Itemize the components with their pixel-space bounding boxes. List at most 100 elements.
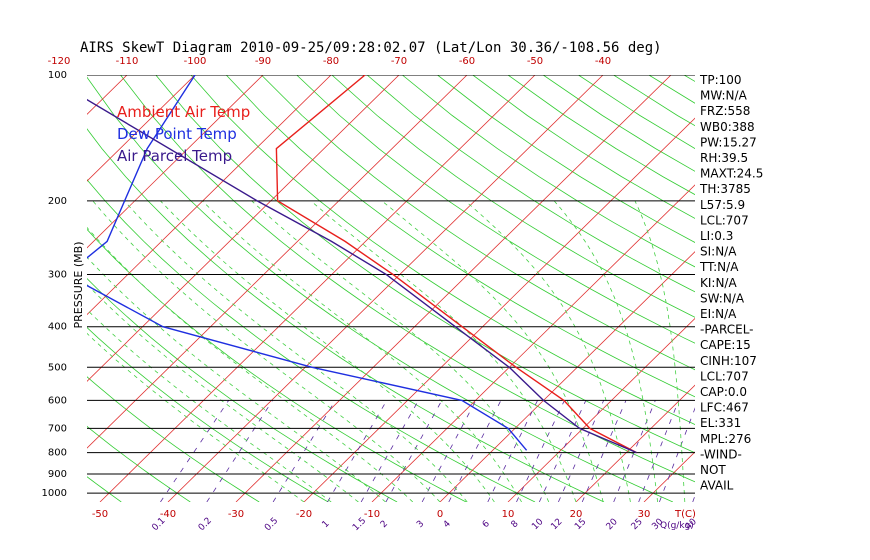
isotherm-line [575, 384, 695, 502]
moist-adiabats [87, 200, 686, 502]
mixing-ratio-tick-label: 0.5 [263, 516, 280, 533]
pressure-tick-label: 800 [48, 448, 67, 459]
mixing-ratio-tick-label: 0.2 [197, 516, 214, 533]
pressure-tick-label: 1000 [42, 488, 67, 499]
index-entry: -PARCEL- [700, 323, 754, 337]
pressure-tick-label: 900 [48, 469, 67, 480]
isotherm-line [87, 75, 468, 449]
isotherm-line [235, 75, 672, 502]
dry-adiabat-line [120, 75, 695, 483]
dry-adiabat-line [225, 75, 695, 398]
pressure-tick-label: 600 [48, 395, 67, 406]
isotherm-line [643, 451, 695, 502]
mixing-ratio-line [272, 400, 336, 502]
bottom-axis-tick-label: -20 [296, 509, 312, 520]
bottom-axis-tick-label: 20 [570, 509, 583, 520]
dry-adiabat-line [87, 326, 329, 502]
moist-adiabat-line [92, 200, 441, 502]
index-entry: CAPE:15 [700, 338, 751, 352]
top-axis-tick-label: -40 [595, 56, 611, 67]
isotherm-line [371, 184, 695, 502]
index-entry: LFC:467 [700, 401, 749, 415]
bottom-temperature-axis: -50 -40 -30 -20 -10 0 10 20 30 [92, 509, 651, 520]
mixing-ratio-line [327, 400, 388, 502]
isobars [87, 75, 695, 494]
moist-adiabat-line [87, 284, 359, 502]
legend: Ambient Air Temp Dew Point Temp Air Parcel… [117, 103, 250, 165]
bottom-axis-unit: T(C) [674, 509, 696, 520]
data-series [87, 75, 637, 454]
index-entry: AVAIL [700, 479, 734, 493]
dew-point-temp-line [87, 75, 528, 451]
index-entry: SW:N/A [700, 291, 745, 305]
mixing-ratio-tick-label: 20 [605, 517, 620, 532]
top-axis-tick-label: -50 [527, 56, 543, 67]
legend-entry: Air Parcel Temp [117, 147, 232, 165]
moist-adiabat-line [87, 256, 386, 502]
index-entry: NOT [700, 463, 726, 477]
moist-adiabat-line [381, 200, 604, 502]
mixing-ratio-tick-label: 3 [415, 519, 426, 530]
dry-adiabat-line [87, 425, 191, 502]
moist-adiabat-line [202, 200, 522, 502]
pressure-tick-label: 400 [48, 322, 67, 333]
mixing-ratio-line [421, 400, 477, 502]
index-entry: MW:N/A [700, 89, 748, 103]
index-entry: -WIND- [700, 447, 742, 461]
isotherm-line [87, 75, 128, 115]
plot-area [0, 75, 870, 502]
dry-adiabat-line [0, 75, 52, 502]
index-entry: MPL:276 [700, 432, 751, 446]
dry-adiabat-line [87, 179, 536, 502]
bottom-axis-tick-label: 0 [437, 509, 443, 520]
bottom-axis-tick-label: -50 [92, 509, 108, 520]
index-entry: EL:331 [700, 416, 741, 430]
index-entry: TP:100 [699, 73, 742, 87]
index-entry: WB0:388 [700, 120, 755, 134]
top-axis-tick-label: -80 [323, 56, 339, 67]
pressure-axis: 100 200 300 400 500 600 700 800 900 1000 [42, 70, 67, 499]
index-entry: TH:3785 [699, 182, 751, 196]
mixing-ratio-tick-label: 4 [442, 519, 453, 530]
isotherm-line [439, 251, 695, 502]
top-axis-tick-label: -60 [459, 56, 475, 67]
isotherm-line [87, 75, 332, 316]
isotherm-line [303, 117, 695, 502]
top-axis-tick-label: -70 [391, 56, 407, 67]
mixing-ratio-line [160, 400, 230, 502]
index-entry: RH:39.5 [700, 151, 748, 165]
moist-adiabat-line [87, 332, 305, 502]
moist-adiabat-line [553, 200, 658, 502]
index-entry: LCL:707 [700, 369, 749, 383]
top-temperature-axis: -120 -110 -100 -90 -80 -70 -60 -50 -40 [48, 56, 612, 67]
dry-adiabat-line [472, 75, 695, 219]
bottom-axis-tick-label: 10 [502, 509, 515, 520]
dry-adiabat-line [366, 75, 695, 293]
pressure-tick-label: 700 [48, 423, 67, 434]
dry-adiabat-line [402, 75, 695, 268]
index-entry: CINH:107 [700, 354, 757, 368]
mixing-ratio-line [581, 400, 627, 502]
pressure-tick-label: 500 [48, 362, 67, 373]
isotherm-line [99, 75, 536, 502]
legend-entry: Dew Point Temp [117, 125, 237, 143]
isotherm-line [848, 75, 870, 502]
mixing-ratio-line [360, 400, 419, 502]
moist-adiabat-line [160, 200, 495, 502]
dry-adiabat-line [87, 76, 674, 502]
index-entry: L57:5.9 [700, 198, 745, 212]
dry-adiabat-line [261, 75, 695, 371]
y-axis-label: PRESSURE (MB) [72, 242, 85, 329]
dry-adiabat-line [87, 128, 605, 502]
mixing-ratio-tick-label: 10 [530, 517, 545, 532]
dry-adiabats [0, 75, 695, 502]
index-entry: CAP:0.0 [700, 385, 747, 399]
mixing-ratio-tick-label: 6 [481, 519, 492, 530]
dry-adiabat-line [87, 476, 122, 502]
pressure-tick-label: 100 [48, 70, 67, 81]
isotherms [87, 75, 870, 502]
mixing-ratio-line [516, 400, 565, 502]
mixing-ratio-unit: Q(g/kg) [660, 521, 694, 531]
isotherm-line [87, 75, 196, 182]
index-entry: LI:0.3 [700, 229, 733, 243]
